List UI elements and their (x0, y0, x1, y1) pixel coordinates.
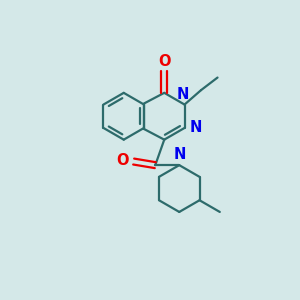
Text: N: N (174, 147, 186, 162)
Text: O: O (158, 54, 170, 69)
Text: N: N (177, 87, 189, 102)
Text: N: N (190, 120, 202, 135)
Text: O: O (117, 154, 129, 169)
